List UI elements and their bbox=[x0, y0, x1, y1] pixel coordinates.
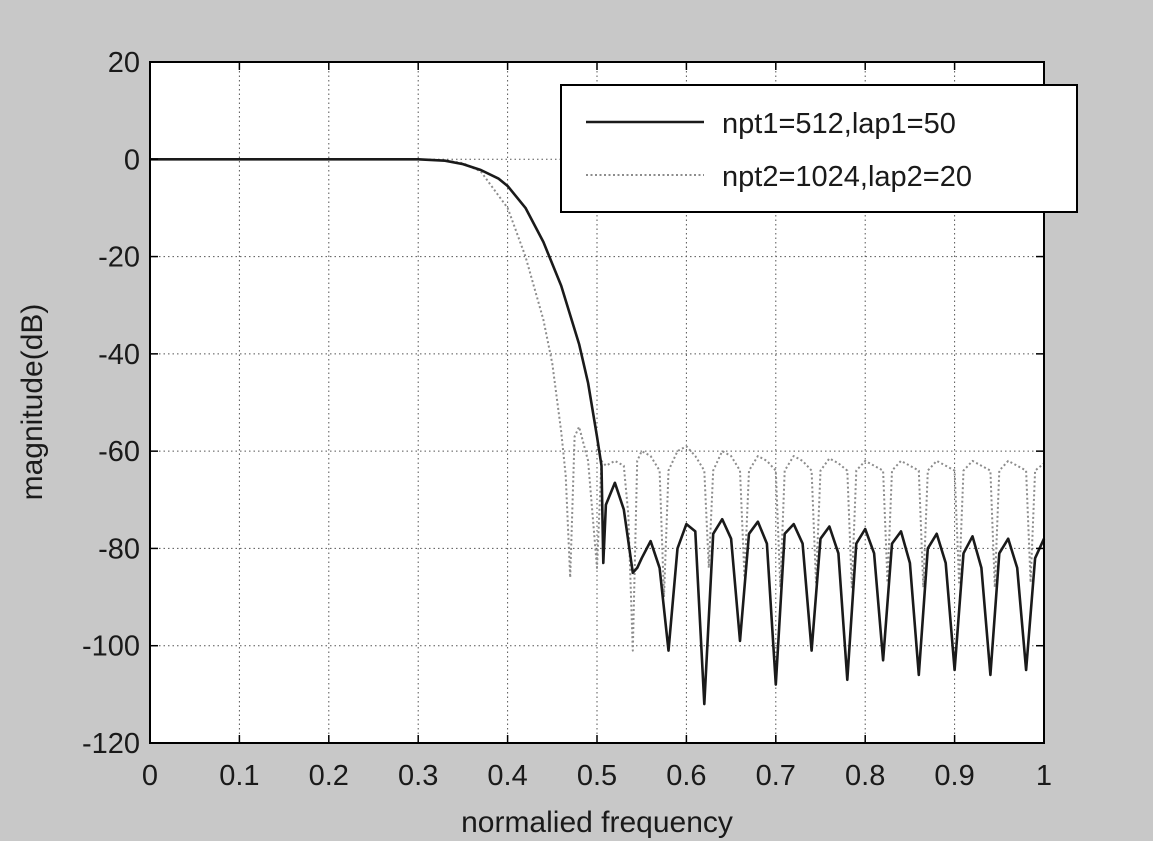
series-layer bbox=[150, 158, 1046, 706]
legend-label-series-1: npt1=512,lap1=50 bbox=[722, 108, 956, 140]
x-tick-label: 0 bbox=[142, 760, 158, 792]
x-tick-label: 0.5 bbox=[577, 760, 617, 792]
y-tick-label: -40 bbox=[98, 339, 140, 371]
series-line-1 bbox=[150, 158, 1046, 706]
x-tick-label: 0.7 bbox=[756, 760, 796, 792]
x-tick-label: 0.3 bbox=[398, 760, 438, 792]
x-tick-label: 0.4 bbox=[487, 760, 527, 792]
legend-box bbox=[560, 84, 1078, 213]
x-tick-label: 0.8 bbox=[845, 760, 885, 792]
x-tick-label: 0.9 bbox=[934, 760, 974, 792]
y-tick-label: 0 bbox=[124, 144, 140, 176]
y-tick-label: -20 bbox=[98, 242, 140, 274]
x-tick-label: 0.2 bbox=[309, 760, 349, 792]
x-tick-label: 0.1 bbox=[219, 760, 259, 792]
y-axis-label: magnitude(dB) bbox=[16, 304, 49, 501]
x-tick-label: 1 bbox=[1036, 760, 1052, 792]
series-line-2 bbox=[150, 158, 1045, 652]
y-tick-label: -80 bbox=[98, 533, 140, 565]
y-tick-label: -120 bbox=[82, 728, 140, 760]
legend: npt1=512,lap1=50 npt2=1024,lap2=20 bbox=[560, 84, 1078, 213]
x-axis-label: normalied frequency bbox=[461, 806, 733, 839]
legend-label-series-2: npt2=1024,lap2=20 bbox=[722, 161, 972, 193]
y-tick-label: 20 bbox=[108, 47, 140, 79]
y-tick-label: -100 bbox=[82, 631, 140, 663]
x-tick-label: 0.6 bbox=[666, 760, 706, 792]
y-tick-label: -60 bbox=[98, 436, 140, 468]
ticks bbox=[149, 61, 1045, 744]
tick-labels: 0 0.1 0.2 0.3 0.4 0.5 0.6 0.7 0.8 0.9 1 20 0 -20 -40 -6… bbox=[82, 47, 1052, 792]
